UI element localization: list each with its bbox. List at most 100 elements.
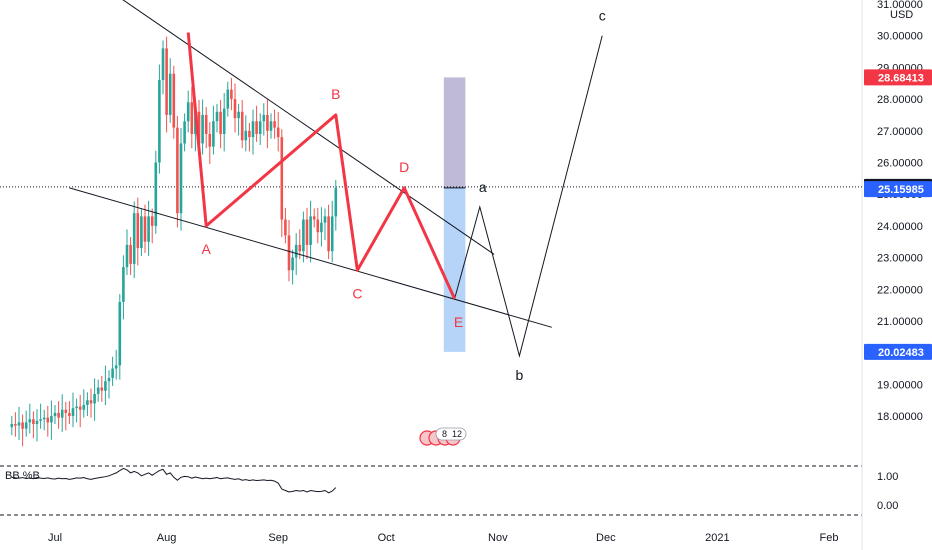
candle[interactable] bbox=[89, 388, 93, 418]
candle[interactable] bbox=[244, 115, 248, 152]
candle[interactable] bbox=[165, 36, 168, 133]
candle[interactable] bbox=[107, 370, 111, 399]
candle[interactable] bbox=[28, 403, 32, 434]
position-target-zone[interactable] bbox=[443, 77, 466, 188]
candle[interactable] bbox=[143, 204, 147, 253]
candle[interactable] bbox=[57, 401, 60, 429]
candle[interactable] bbox=[222, 93, 226, 152]
candle[interactable] bbox=[237, 103, 240, 136]
candle[interactable] bbox=[140, 208, 143, 256]
candle[interactable] bbox=[161, 40, 165, 95]
candle[interactable] bbox=[35, 409, 39, 442]
candle[interactable] bbox=[240, 100, 244, 149]
trendline-lower[interactable] bbox=[69, 187, 552, 328]
candle[interactable] bbox=[21, 414, 24, 447]
candle[interactable] bbox=[78, 394, 82, 428]
candle[interactable] bbox=[50, 400, 53, 440]
candle[interactable] bbox=[266, 99, 269, 149]
candle[interactable] bbox=[86, 392, 89, 417]
candle[interactable] bbox=[32, 411, 35, 439]
candle-body bbox=[39, 419, 42, 421]
candle[interactable] bbox=[118, 294, 122, 380]
candle[interactable] bbox=[186, 90, 190, 133]
candle[interactable] bbox=[183, 113, 186, 152]
candle[interactable] bbox=[226, 81, 230, 117]
candle[interactable] bbox=[71, 392, 75, 428]
candle[interactable] bbox=[147, 200, 150, 256]
candle[interactable] bbox=[280, 129, 284, 237]
candle[interactable] bbox=[158, 64, 161, 174]
candle[interactable] bbox=[24, 410, 28, 437]
candle[interactable] bbox=[305, 207, 309, 260]
candle[interactable] bbox=[154, 150, 158, 234]
candle[interactable] bbox=[302, 211, 305, 263]
candle[interactable] bbox=[42, 409, 46, 431]
candle[interactable] bbox=[93, 378, 96, 421]
candle[interactable] bbox=[96, 379, 100, 402]
candle[interactable] bbox=[75, 398, 78, 423]
candle[interactable] bbox=[273, 109, 276, 139]
projection-path[interactable] bbox=[454, 35, 603, 358]
candle[interactable] bbox=[262, 103, 266, 136]
candle[interactable] bbox=[233, 83, 237, 133]
candle[interactable] bbox=[215, 103, 219, 133]
candle[interactable] bbox=[291, 249, 294, 285]
candle[interactable] bbox=[46, 405, 50, 437]
candle[interactable] bbox=[114, 349, 118, 380]
candle[interactable] bbox=[201, 99, 204, 155]
candle[interactable] bbox=[53, 404, 57, 424]
candle[interactable] bbox=[269, 113, 273, 139]
candle[interactable] bbox=[60, 394, 64, 432]
candle[interactable] bbox=[136, 197, 140, 266]
candle[interactable] bbox=[10, 416, 14, 436]
candle[interactable] bbox=[255, 105, 258, 142]
candle[interactable] bbox=[125, 229, 129, 276]
candle[interactable] bbox=[64, 401, 68, 431]
candle[interactable] bbox=[82, 389, 86, 418]
candle[interactable] bbox=[327, 204, 330, 260]
candle[interactable] bbox=[309, 200, 312, 263]
candle[interactable] bbox=[17, 406, 21, 440]
candle[interactable] bbox=[179, 127, 183, 231]
candle[interactable] bbox=[251, 109, 255, 155]
candle[interactable] bbox=[176, 115, 179, 228]
position-stop-zone[interactable] bbox=[443, 187, 466, 352]
candle[interactable] bbox=[312, 208, 316, 228]
candle[interactable] bbox=[172, 65, 176, 139]
indicator-tick-label: 1.00 bbox=[877, 471, 898, 483]
candle[interactable] bbox=[294, 233, 298, 276]
candle[interactable] bbox=[276, 112, 280, 152]
candle[interactable] bbox=[104, 365, 107, 405]
candle[interactable] bbox=[190, 86, 194, 149]
abcde-pattern-path[interactable] bbox=[186, 32, 456, 300]
candle[interactable] bbox=[132, 201, 136, 279]
candle[interactable] bbox=[323, 208, 327, 241]
candle[interactable] bbox=[287, 219, 291, 282]
candle[interactable] bbox=[68, 401, 71, 424]
candle[interactable] bbox=[320, 207, 323, 247]
candle[interactable] bbox=[334, 179, 338, 231]
candle[interactable] bbox=[129, 236, 132, 276]
candle[interactable] bbox=[258, 113, 262, 146]
candle[interactable] bbox=[284, 207, 287, 244]
candle[interactable] bbox=[316, 207, 320, 244]
candle[interactable] bbox=[208, 122, 212, 165]
candle[interactable] bbox=[100, 375, 104, 402]
event-badge[interactable]: 8 12 bbox=[419, 427, 467, 446]
trendline-upper[interactable] bbox=[120, 0, 495, 255]
candle[interactable] bbox=[168, 58, 172, 123]
candle[interactable] bbox=[248, 122, 251, 152]
candle[interactable] bbox=[150, 208, 154, 244]
candle[interactable] bbox=[14, 412, 17, 437]
candle[interactable] bbox=[39, 403, 42, 429]
candle[interactable] bbox=[230, 77, 233, 111]
candle[interactable] bbox=[122, 255, 125, 320]
candle[interactable] bbox=[111, 356, 114, 386]
indicator-line[interactable] bbox=[11, 467, 337, 494]
candle[interactable] bbox=[212, 105, 215, 155]
candle[interactable] bbox=[204, 107, 208, 149]
candle-body bbox=[240, 111, 244, 141]
candle[interactable] bbox=[219, 100, 222, 149]
candle[interactable] bbox=[330, 200, 334, 263]
